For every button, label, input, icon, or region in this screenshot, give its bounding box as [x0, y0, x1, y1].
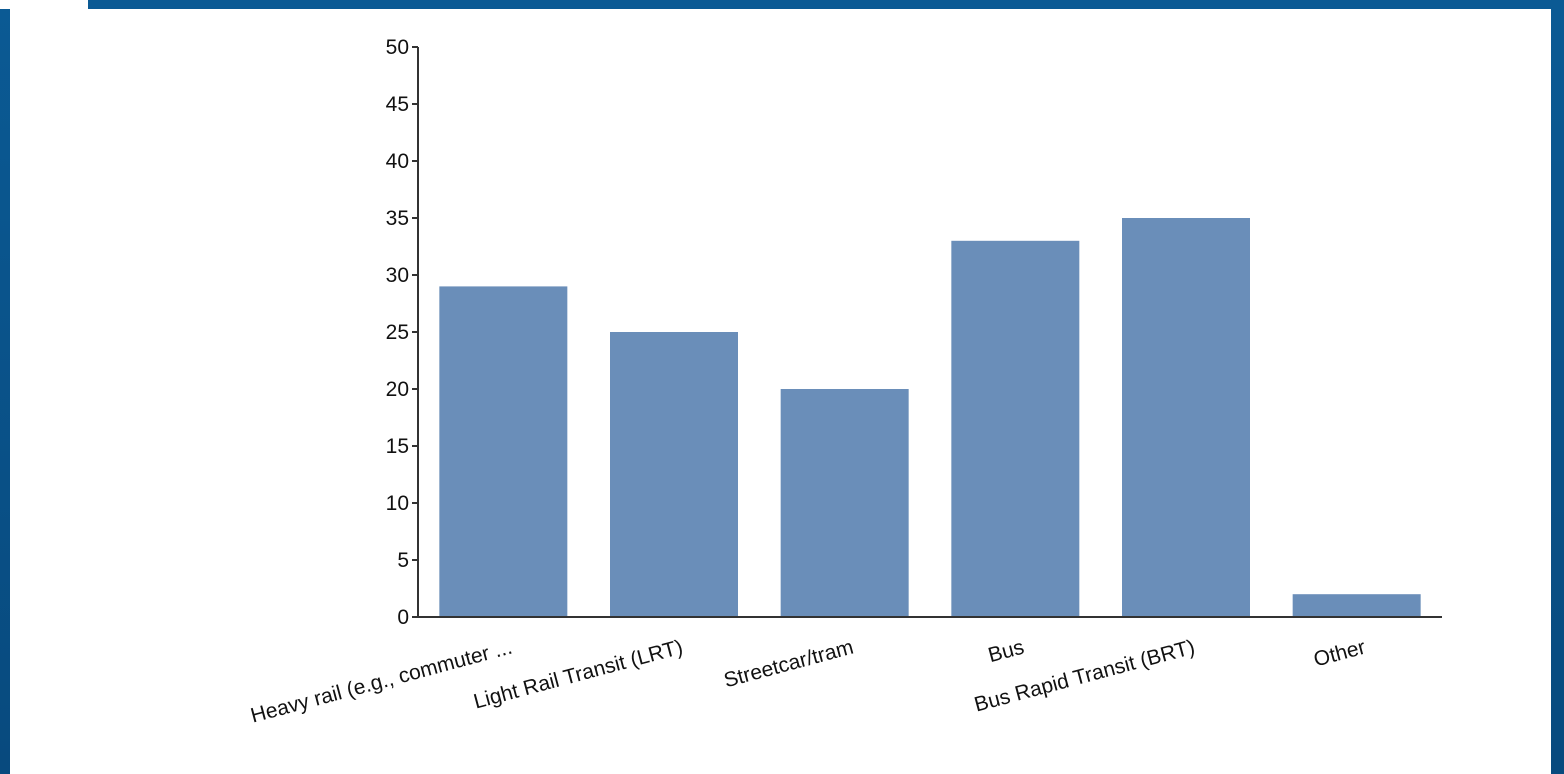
x-category-label: Other — [1311, 636, 1368, 672]
x-axis-labels: Heavy rail (e.g., commuter ...Light Rail… — [248, 636, 1368, 728]
x-category-label: Heavy rail (e.g., commuter ... — [248, 636, 514, 728]
y-axis-ticks: 0 5 10 15 20 25 30 35 40 45 50 — [386, 36, 418, 629]
y-tick-label: 40 — [386, 150, 409, 173]
slide-canvas — [10, 9, 1551, 774]
frame-notch — [0, 0, 88, 9]
bar — [951, 240, 1080, 618]
y-tick-label: 25 — [386, 321, 409, 344]
y-tick-label: 50 — [386, 36, 409, 59]
y-tick-label: 45 — [386, 93, 409, 116]
x-category-label: Streetcar/tram — [721, 636, 855, 693]
y-tick-label: 10 — [386, 492, 409, 515]
bar — [1292, 594, 1421, 617]
y-tick-label: 30 — [386, 264, 409, 287]
y-tick-label: 0 — [397, 606, 409, 629]
bar — [610, 332, 738, 617]
bar-series — [439, 218, 1421, 618]
bar — [439, 286, 568, 617]
y-tick-label: 20 — [386, 378, 409, 401]
y-tick-label: 5 — [397, 549, 409, 572]
bar — [1122, 218, 1250, 617]
x-category-label: Bus — [986, 636, 1027, 668]
y-tick-label: 35 — [386, 207, 409, 230]
bar — [780, 389, 909, 617]
y-tick-label: 15 — [386, 435, 409, 458]
